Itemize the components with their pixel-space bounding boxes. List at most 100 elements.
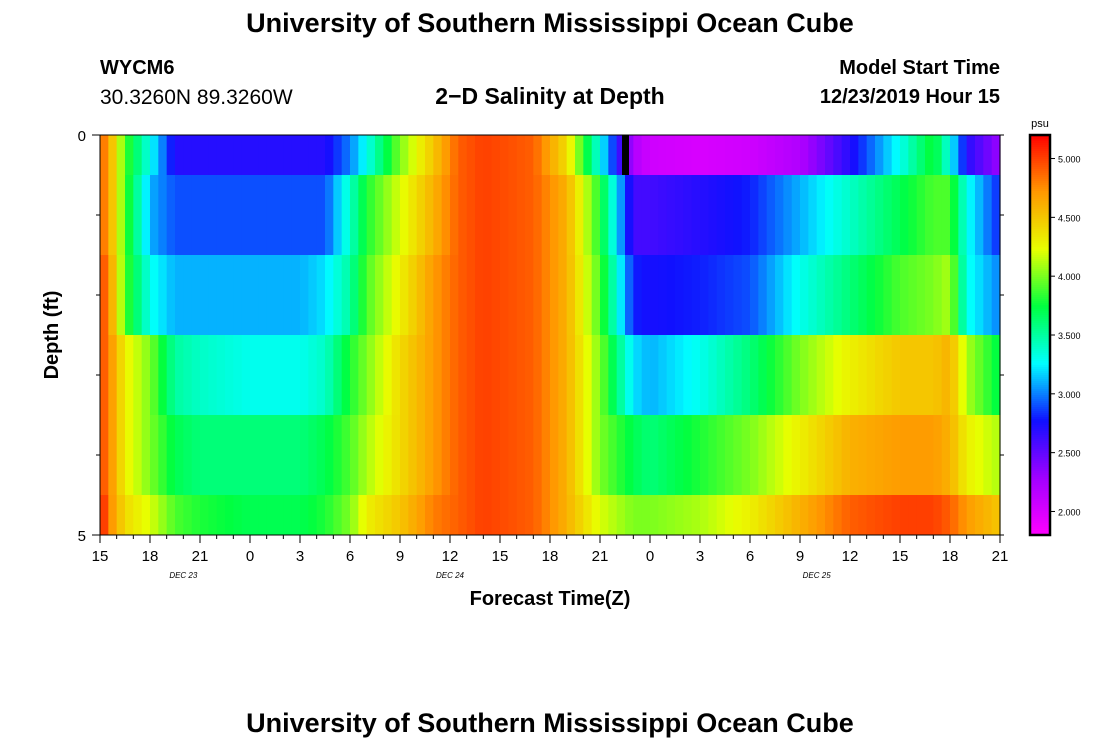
heatmap-cell (408, 175, 418, 255)
heatmap-cell (358, 415, 368, 495)
heatmap-cell (975, 415, 984, 495)
heatmap-cell (416, 335, 426, 415)
heatmap-cell (400, 495, 409, 535)
heatmap-cell (125, 175, 134, 255)
colorbar-step (1030, 325, 1050, 328)
heatmap-cell (391, 415, 401, 495)
heatmap-cell (708, 135, 718, 175)
heatmap-cell (350, 335, 359, 415)
heatmap-cell (383, 175, 393, 255)
heatmap-cell (358, 495, 368, 535)
heatmap-cell (850, 415, 859, 495)
heatmap-cell (975, 135, 984, 175)
heatmap-cell (308, 335, 318, 415)
heatmap-cell (983, 335, 993, 415)
heatmap-cell (783, 495, 793, 535)
heatmap-cell (616, 495, 626, 535)
heatmap-cell (941, 495, 951, 535)
heatmap-cell (841, 175, 851, 255)
heatmap-cell (633, 495, 643, 535)
heatmap-cell (891, 335, 901, 415)
heatmap-cell (941, 415, 951, 495)
colorbar-step (1030, 177, 1050, 180)
colorbar-step (1030, 339, 1050, 342)
colorbar-step (1030, 471, 1050, 474)
heatmap-cell (933, 415, 943, 495)
heatmap-cell (233, 335, 243, 415)
heatmap-cell (575, 135, 584, 175)
heatmap-cell (875, 255, 884, 335)
heatmap-cell (900, 255, 909, 335)
heatmap-cell (141, 255, 151, 335)
colorbar-step (1030, 175, 1050, 178)
heatmap-cell (716, 415, 726, 495)
heatmap-cell (466, 175, 476, 255)
heatmap-cell (808, 335, 818, 415)
heatmap-cell (258, 175, 268, 255)
colorbar-step (1030, 249, 1050, 252)
heatmap-cell (716, 135, 726, 175)
heatmap-cell (325, 415, 334, 495)
heatmap-cell (583, 495, 593, 535)
heatmap-cell (866, 335, 876, 415)
heatmap-cell (933, 135, 943, 175)
heatmap-cell (300, 255, 309, 335)
colorbar-step (1030, 153, 1050, 156)
heatmap-cell (183, 495, 193, 535)
heatmap-cell (483, 495, 493, 535)
heatmap-cell (566, 135, 576, 175)
heatmap-cell (216, 175, 226, 255)
colorbar-step (1030, 531, 1050, 534)
heatmap-cell (358, 255, 368, 335)
heatmap-cell (491, 495, 501, 535)
heatmap-cell (733, 415, 743, 495)
colorbar-step (1030, 181, 1050, 184)
heatmap-cell (125, 335, 134, 415)
heatmap-cell (691, 175, 701, 255)
colorbar-step (1030, 205, 1050, 208)
heatmap-cell (716, 175, 726, 255)
colorbar-step (1030, 267, 1050, 270)
heatmap-cell (883, 135, 893, 175)
heatmap-cell (775, 495, 784, 535)
heatmap-cell (333, 135, 343, 175)
colorbar-step (1030, 227, 1050, 230)
y-tick-label: 0 (78, 128, 86, 145)
heatmap-cell (500, 175, 509, 255)
heatmap-cell (150, 415, 159, 495)
plot-title: 2−D Salinity at Depth (435, 83, 665, 109)
heatmap-cell (716, 255, 726, 335)
heatmap-cell (525, 135, 534, 175)
heatmap-cell (200, 175, 209, 255)
colorbar-step (1030, 473, 1050, 476)
colorbar-step (1030, 217, 1050, 220)
heatmap-cell (750, 335, 759, 415)
heatmap-cell (675, 175, 684, 255)
heatmap-cell (166, 335, 176, 415)
heatmap-cell (550, 255, 559, 335)
heatmap-cell (366, 175, 376, 255)
heatmap-cell (233, 175, 243, 255)
colorbar-step (1030, 415, 1050, 418)
colorbar-step (1030, 427, 1050, 430)
heatmap-cell (575, 175, 584, 255)
heatmap-cell (941, 175, 951, 255)
heatmap-cell (175, 255, 184, 335)
heatmap-cell (900, 175, 909, 255)
colorbar-step (1030, 377, 1050, 380)
colorbar-step (1030, 231, 1050, 234)
heatmap-cell (666, 495, 676, 535)
heatmap-cell (516, 495, 526, 535)
heatmap-cell (325, 135, 334, 175)
colorbar-step (1030, 419, 1050, 422)
colorbar-step (1030, 443, 1050, 446)
heatmap-cell (450, 255, 459, 335)
heatmap-cell (141, 135, 151, 175)
heatmap-cell (691, 135, 701, 175)
colorbar-step (1030, 445, 1050, 448)
heatmap-cell (583, 415, 593, 495)
heatmap-cell (708, 335, 718, 415)
heatmap-cell (150, 175, 159, 255)
heatmap-cell (566, 255, 576, 335)
y-tick-label: 5 (78, 528, 86, 545)
